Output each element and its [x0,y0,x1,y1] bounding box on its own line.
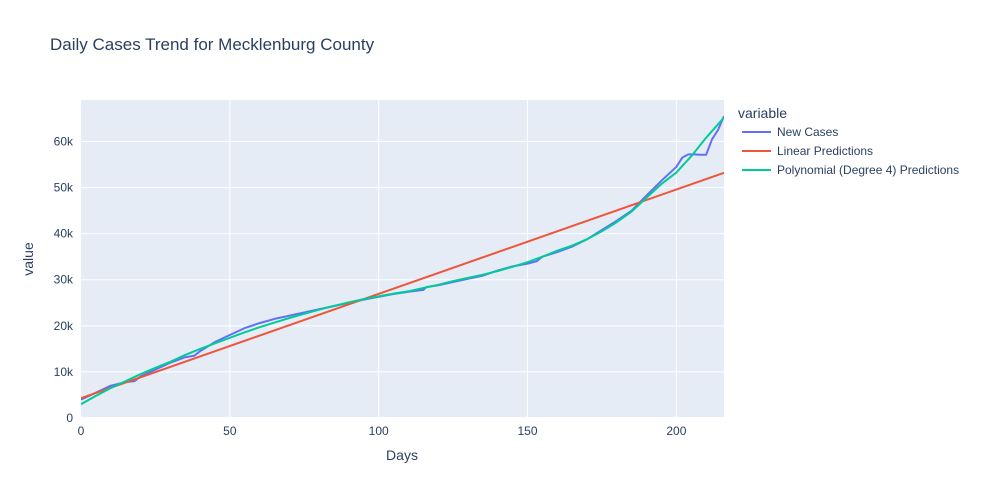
plot-background [81,100,724,418]
x-tick-label: 150 [518,424,538,438]
y-tick-label: 20k [54,319,74,333]
x-axis-title: Days [386,447,418,463]
x-tick-label: 200 [666,424,686,438]
x-axis-ticks: 0 50 100 150 200 [78,424,687,438]
series-line-polynomial-degree-4-predictions [81,116,724,406]
y-tick-label: 10k [54,365,74,379]
x-tick-label: 50 [223,424,237,438]
x-tick-label: 0 [78,424,85,438]
grid [81,100,724,419]
x-tick-label: 100 [369,424,389,438]
chart-title: Daily Cases Trend for Mecklenburg County [50,35,375,54]
legend: variable New Cases Linear Predictions Poly… [738,105,959,177]
y-axis-title: value [20,242,36,276]
series-line-linear-predictions [81,171,724,400]
y-tick-label: 0 [66,411,73,425]
y-tick-label: 30k [54,273,74,287]
y-tick-label: 60k [54,134,74,148]
y-tick-label: 40k [54,227,74,241]
legend-title: variable [738,105,787,121]
legend-item-label: New Cases [777,125,838,139]
series-layer [81,115,724,406]
y-axis-ticks: 0 10k 20k 30k 40k 50k 60k [54,134,74,425]
legend-item-label: Polynomial (Degree 4) Predictions [777,163,959,177]
y-tick-label: 50k [54,181,74,195]
legend-item-label: Linear Predictions [777,144,873,158]
